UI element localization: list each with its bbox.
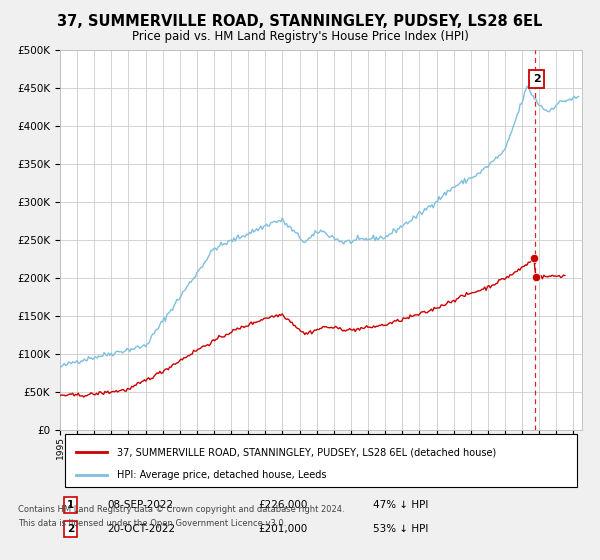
Text: 37, SUMMERVILLE ROAD, STANNINGLEY, PUDSEY, LS28 6EL (detached house): 37, SUMMERVILLE ROAD, STANNINGLEY, PUDSE… xyxy=(118,447,497,457)
Text: 1: 1 xyxy=(67,500,74,510)
FancyBboxPatch shape xyxy=(65,433,577,487)
Text: 37, SUMMERVILLE ROAD, STANNINGLEY, PUDSEY, LS28 6EL: 37, SUMMERVILLE ROAD, STANNINGLEY, PUDSE… xyxy=(58,14,542,29)
Text: 08-SEP-2022: 08-SEP-2022 xyxy=(107,500,173,510)
Text: £226,000: £226,000 xyxy=(259,500,308,510)
Text: £201,000: £201,000 xyxy=(259,524,308,534)
Text: 2: 2 xyxy=(67,524,74,534)
Text: 20-OCT-2022: 20-OCT-2022 xyxy=(107,524,175,534)
Text: 47% ↓ HPI: 47% ↓ HPI xyxy=(373,500,428,510)
Text: 2: 2 xyxy=(533,74,541,84)
Text: Price paid vs. HM Land Registry's House Price Index (HPI): Price paid vs. HM Land Registry's House … xyxy=(131,30,469,43)
Text: 53% ↓ HPI: 53% ↓ HPI xyxy=(373,524,428,534)
Text: Contains HM Land Registry data © Crown copyright and database right 2024.: Contains HM Land Registry data © Crown c… xyxy=(18,505,344,515)
Text: HPI: Average price, detached house, Leeds: HPI: Average price, detached house, Leed… xyxy=(118,470,327,479)
Text: This data is licensed under the Open Government Licence v3.0.: This data is licensed under the Open Gov… xyxy=(18,520,286,529)
